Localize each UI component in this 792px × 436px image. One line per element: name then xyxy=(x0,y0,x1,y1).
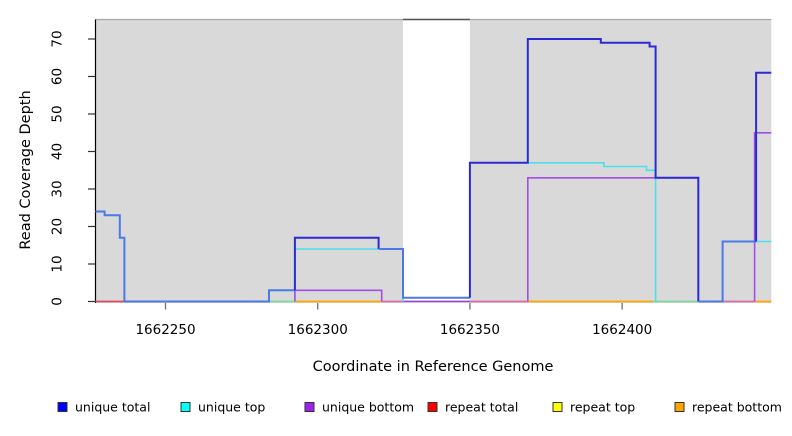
gap-region xyxy=(402,20,470,303)
step-line-unique-total xyxy=(755,71,772,242)
legend-item-unique-top: unique top xyxy=(180,400,265,415)
legend-label: repeat total xyxy=(445,400,518,415)
legend-swatch xyxy=(674,402,685,412)
axis-layer: 0 10 20 30 40 50 60 70 1662250 1662300 1662350 1662… xyxy=(50,19,652,338)
plot-background-layer xyxy=(95,18,772,303)
covered-region xyxy=(469,20,772,303)
legend-label: unique bottom xyxy=(322,400,414,415)
legend-swatch xyxy=(180,402,191,412)
x-tick-label: 1662400 xyxy=(592,322,652,338)
y-tick-label: 10 xyxy=(50,255,66,272)
legend-item-unique-total: unique total xyxy=(57,400,150,415)
x-axis-title: Coordinate in Reference Genome xyxy=(313,359,554,375)
legend-item-repeat-total: repeat total xyxy=(427,400,518,415)
legend-label: repeat bottom xyxy=(692,400,782,415)
coverage-lines-layer xyxy=(95,38,772,303)
x-tick-label: 1662350 xyxy=(440,322,500,338)
legend-item-repeat-bottom: repeat bottom xyxy=(674,400,782,415)
y-tick-label: 30 xyxy=(50,180,66,197)
y-axis-title: Read Coverage Depth xyxy=(18,90,34,249)
y-tick-label: 0 xyxy=(50,297,66,306)
step-line-unique-total xyxy=(293,236,380,291)
step-line-unique-total xyxy=(378,248,470,299)
step-line-unique-total xyxy=(468,38,700,302)
legend: unique total unique top unique bottom repea… xyxy=(57,400,782,415)
legend-label: unique total xyxy=(75,400,150,415)
legend-item-repeat-top: repeat top xyxy=(552,400,635,415)
y-tick-label: 60 xyxy=(50,68,66,85)
y-tick-label: 20 xyxy=(50,218,66,235)
x-tick-label: 1662300 xyxy=(288,322,348,338)
legend-swatch xyxy=(57,402,68,412)
step-line-unique-total xyxy=(698,240,757,303)
y-tick-label: 50 xyxy=(50,105,66,122)
y-tick-label: 70 xyxy=(50,30,66,47)
step-line-unique-bottom xyxy=(294,289,383,302)
legend-swatch xyxy=(304,402,315,412)
x-tick-label: 1662250 xyxy=(135,322,195,338)
legend-swatch xyxy=(552,402,563,412)
legend-label: unique top xyxy=(198,400,265,415)
y-tick-label: 40 xyxy=(50,143,66,160)
step-line-unique-bottom xyxy=(753,132,772,302)
legend-swatch xyxy=(427,402,438,412)
legend-item-unique-bottom: unique bottom xyxy=(304,400,414,415)
legend-label: repeat top xyxy=(570,400,635,415)
covered-region xyxy=(95,20,403,303)
step-line-unique-total xyxy=(95,210,295,303)
